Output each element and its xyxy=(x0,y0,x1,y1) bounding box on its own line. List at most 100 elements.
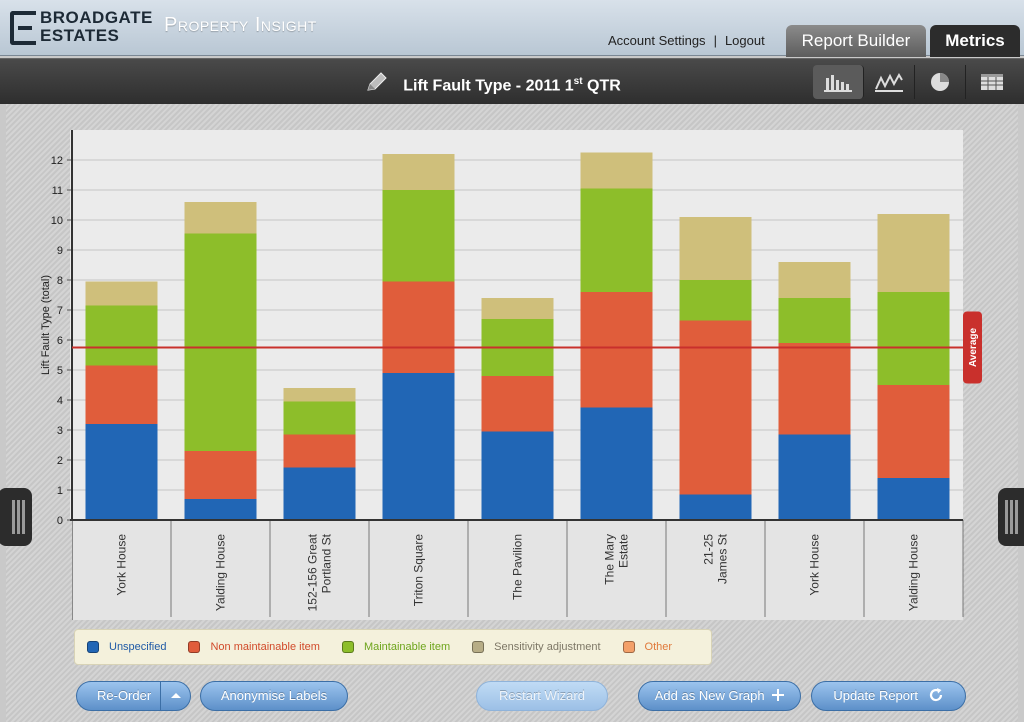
logo-line1: BROADGATE xyxy=(40,8,153,27)
pie-chart-view-button[interactable] xyxy=(915,65,966,99)
chart-toolbar: Lift Fault Type - 2011 1st QTR xyxy=(0,58,1024,104)
y-tick-label: 11 xyxy=(52,185,63,197)
bar-segment xyxy=(283,434,356,468)
y-tick-label: 10 xyxy=(51,215,63,227)
view-switcher xyxy=(813,65,1019,99)
bar-segment xyxy=(382,281,455,373)
y-tick-label: 12 xyxy=(51,155,63,167)
bar-segment xyxy=(283,388,356,402)
category-label: 152-156 Great Portland St xyxy=(306,533,334,611)
legend-label: Other xyxy=(644,641,673,653)
line-chart-view-button[interactable] xyxy=(864,65,915,99)
bar-segment xyxy=(679,280,752,321)
bar-segment xyxy=(778,262,851,298)
bar-segment xyxy=(481,298,554,319)
bar-segment xyxy=(481,431,554,520)
add-graph-label: Add as New Graph xyxy=(654,688,765,703)
reorder-dropdown-toggle[interactable] xyxy=(160,682,190,710)
grip-line xyxy=(22,500,25,534)
link-separator: | xyxy=(713,33,717,48)
tab-metrics[interactable]: Metrics xyxy=(930,25,1020,57)
bar-segment xyxy=(184,499,257,520)
category-label-line: Estate xyxy=(617,534,631,568)
category-label-line: Portland St xyxy=(320,533,334,593)
bar-segment xyxy=(85,365,158,424)
bar-segment xyxy=(679,494,752,520)
category-label: The Mary Estate xyxy=(603,534,631,585)
legend-item-non-maintainable[interactable]: Non maintainable item xyxy=(188,641,320,653)
category-label: Yalding House xyxy=(907,534,921,611)
y-tick-label: 2 xyxy=(57,455,63,467)
y-tick-label: 1 xyxy=(57,485,63,497)
table-view-button[interactable] xyxy=(966,65,1017,99)
category-label: The Pavilion xyxy=(511,534,525,600)
bar-segment xyxy=(580,407,653,520)
chart-title-sup: st xyxy=(573,76,583,87)
bar-segment xyxy=(85,281,158,306)
logout-link[interactable]: Logout xyxy=(724,33,765,48)
add-new-graph-button[interactable]: Add as New Graph xyxy=(638,681,801,711)
legend-item-maintainable[interactable]: Maintainable item xyxy=(341,641,451,653)
bar-segment xyxy=(283,467,356,520)
refresh-icon xyxy=(929,688,942,702)
bar-segment xyxy=(580,188,653,292)
bar-segment xyxy=(778,343,851,435)
category-label: Triton Square xyxy=(412,534,426,607)
bar-chart-icon xyxy=(824,75,852,92)
y-tick-label: 7 xyxy=(57,305,63,317)
logo-text: BROADGATE ESTATES xyxy=(40,9,153,45)
line-chart-icon xyxy=(875,73,903,92)
bar-segment xyxy=(382,373,455,520)
account-links: Account Settings | Logout xyxy=(608,33,765,48)
bar-segment xyxy=(382,190,455,282)
bar-segment xyxy=(382,154,455,190)
legend-swatch xyxy=(188,641,201,653)
update-label: Update Report xyxy=(833,688,918,703)
legend-label: Unspecified xyxy=(109,641,167,653)
bar-segment xyxy=(283,401,356,435)
category-label-line: 152-156 Great xyxy=(306,533,320,611)
legend-label: Maintainable item xyxy=(363,641,451,653)
category-label-line: Triton Square xyxy=(412,534,426,607)
bar-segment xyxy=(184,233,257,451)
legend-item-unspecified[interactable]: Unspecified xyxy=(87,641,166,653)
bar-segment xyxy=(85,424,158,520)
update-report-button[interactable]: Update Report xyxy=(811,681,966,711)
tab-report-builder[interactable]: Report Builder xyxy=(786,25,926,57)
account-settings-link[interactable]: Account Settings xyxy=(608,33,706,48)
pencil-icon[interactable] xyxy=(365,71,389,93)
reorder-button[interactable]: Re-Order xyxy=(76,681,191,711)
restart-wizard-button[interactable]: Restart Wizard xyxy=(476,681,608,711)
logo-mark-icon xyxy=(10,11,36,45)
category-label-box xyxy=(72,520,963,620)
legend-item-other[interactable]: Other xyxy=(622,641,673,653)
category-label-line: York House xyxy=(808,534,822,596)
bar-segment xyxy=(778,298,851,343)
legend-swatch xyxy=(472,641,485,653)
category-label-line: The Pavilion xyxy=(511,534,525,600)
bar-segment xyxy=(184,451,257,499)
chart-title-prefix: Lift Fault Type - 2011 1 xyxy=(403,77,574,95)
bar-chart-view-button[interactable] xyxy=(813,65,864,99)
average-label: Average xyxy=(968,328,979,368)
right-panel-handle[interactable] xyxy=(998,488,1024,546)
y-tick-label: 6 xyxy=(57,335,63,347)
y-tick-label: 3 xyxy=(57,425,63,437)
logo[interactable]: BROADGATE ESTATES xyxy=(10,9,160,47)
legend-swatch xyxy=(87,641,99,653)
legend-label: Sensitivity adjustment xyxy=(494,641,601,653)
bar-segment xyxy=(877,478,950,520)
grip-line xyxy=(1015,500,1018,534)
grip-line xyxy=(17,500,20,534)
category-label: 21-25 James St xyxy=(702,533,730,584)
category-label-line: James St xyxy=(716,533,730,584)
legend-swatch xyxy=(622,641,635,653)
bar-segment xyxy=(877,214,950,292)
legend-item-sensitivity[interactable]: Sensitivity adjustment xyxy=(472,641,601,653)
bar-segment xyxy=(679,217,752,280)
left-panel-handle[interactable] xyxy=(0,488,32,546)
anonymise-labels-button[interactable]: Anonymise Labels xyxy=(200,681,348,711)
bar-segment xyxy=(778,434,851,520)
grip-line xyxy=(1010,500,1013,534)
